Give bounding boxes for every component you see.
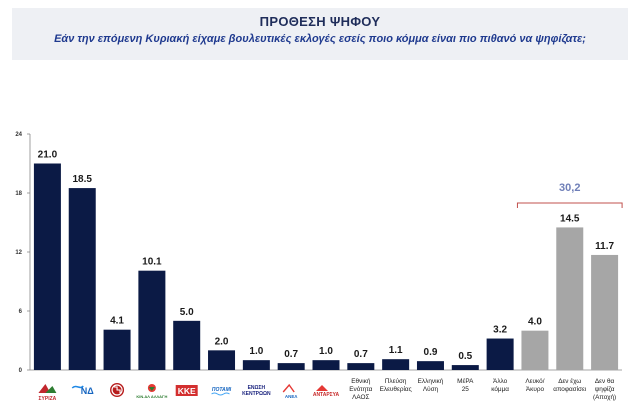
- category-label: Άκυρο: [526, 386, 545, 393]
- enosi-logo-text: ΕΝΩΣΗ: [248, 385, 266, 391]
- category-label: αποφασίσει: [553, 385, 587, 393]
- potami-logo-icon: [211, 392, 230, 396]
- bar-6: [242, 360, 270, 370]
- category-label: Λευκό/: [525, 377, 544, 385]
- syriza-logo-icon: [38, 384, 51, 393]
- bracket-line: [516, 202, 623, 208]
- bar-value-label: 1.0: [319, 346, 333, 357]
- bar-value-label: 21.0: [38, 150, 58, 161]
- category-label: Ελληνική: [418, 378, 444, 385]
- anel-logo-text: ΑΝΕΛ: [285, 394, 298, 399]
- chart-title: ΠΡΟΘΕΣΗ ΨΗΦΟΥ: [259, 14, 381, 29]
- anel-logo-icon: [282, 383, 295, 393]
- category-label: Εθνική: [351, 378, 371, 385]
- bar-7: [277, 363, 305, 370]
- kinal-logo-icon: [148, 387, 155, 391]
- bar-value-label: 0.7: [354, 349, 368, 360]
- chart-subtitle: Εάν την επόμενη Κυριακή είχαμε βουλευτικ…: [54, 33, 586, 45]
- category-label: κόμμα: [491, 385, 509, 393]
- bar-value-label: 4.1: [110, 316, 124, 327]
- y-tick-label: 24: [15, 132, 22, 138]
- bar-2: [103, 329, 131, 370]
- bar-value-label: 0.5: [458, 351, 472, 362]
- bar-0: [33, 163, 61, 370]
- nd-logo-text: ΝΔ: [81, 386, 94, 396]
- bar-3: [138, 270, 166, 370]
- enosi-logo-text: ΚΕΝΤΡΩΩΝ: [242, 391, 271, 397]
- bar-value-label: 3.2: [493, 325, 507, 336]
- bar-13: [486, 338, 514, 370]
- category-label: Δεν θα: [595, 378, 615, 385]
- bar-9: [347, 363, 375, 370]
- syriza-logo-icon: [45, 386, 57, 393]
- category-label: Δεν έχω: [558, 377, 581, 385]
- category-label: Λύση: [423, 385, 439, 393]
- bar-value-label: 14.5: [560, 213, 580, 224]
- bar-value-label: 5.0: [180, 307, 194, 318]
- bar-value-label: 1.1: [389, 345, 403, 356]
- bar-value-label: 0.7: [284, 349, 298, 360]
- kke-logo-text: ΚΚΕ: [178, 386, 196, 396]
- bar-1: [68, 188, 96, 370]
- bar-value-label: 0.9: [424, 347, 438, 358]
- bar-11: [416, 361, 444, 370]
- nd-logo-icon: [71, 385, 84, 389]
- bar-10: [382, 359, 410, 370]
- bar-value-label: 4.0: [528, 317, 542, 328]
- bar-value-label: 11.7: [595, 241, 614, 252]
- golden-dawn-logo-icon: [114, 386, 121, 393]
- potami-logo-text: ΠΟΤΑΜΙ: [212, 387, 232, 393]
- bar-15: [556, 227, 584, 370]
- antarsya-logo-text: ΑΝΤΑΡΣΥΑ: [313, 392, 340, 398]
- category-label: Ελευθερίας: [380, 385, 412, 393]
- category-label: Άλλο: [493, 378, 508, 385]
- bar-value-label: 18.5: [73, 174, 93, 185]
- bar-14: [521, 330, 549, 370]
- y-tick-label: 6: [19, 309, 23, 315]
- syriza-logo-text: ΣΥΡΙΖΑ: [39, 396, 57, 402]
- category-label: Πλεύση: [385, 377, 407, 385]
- golden-dawn-logo-icon: [111, 384, 123, 396]
- bracket-total-label: 30,2: [559, 182, 580, 194]
- y-tick-label: 12: [15, 250, 22, 256]
- bar-4: [173, 320, 201, 370]
- bar-value-label: 1.0: [249, 346, 263, 357]
- category-label: ΛΑΟΣ: [352, 394, 369, 401]
- antarsya-logo-icon: [316, 385, 328, 391]
- category-label: (Αποχή): [593, 394, 616, 401]
- kinal-logo-text: ΚΙΝ.ΑΛ ΑΛΛΑΓΗ: [136, 394, 167, 399]
- category-label: 25: [462, 386, 470, 393]
- y-tick-label: 18: [15, 191, 22, 197]
- kke-logo-bg: [175, 385, 198, 396]
- chart-header: ΠΡΟΘΕΣΗ ΨΗΦΟΥ Εάν την επόμενη Κυριακή εί…: [12, 8, 628, 60]
- bar-16: [591, 254, 619, 370]
- bar-value-label: 2.0: [215, 336, 229, 347]
- y-tick-label: 0: [19, 368, 23, 374]
- category-label: ψηφίζα: [595, 385, 615, 393]
- bar-8: [312, 360, 340, 370]
- bar-value-label: 10.1: [142, 257, 162, 268]
- category-label: Ενότητα: [349, 385, 372, 393]
- category-label: ΜέΡΑ: [457, 377, 474, 385]
- bar-12: [451, 365, 479, 370]
- bar-5: [208, 350, 236, 370]
